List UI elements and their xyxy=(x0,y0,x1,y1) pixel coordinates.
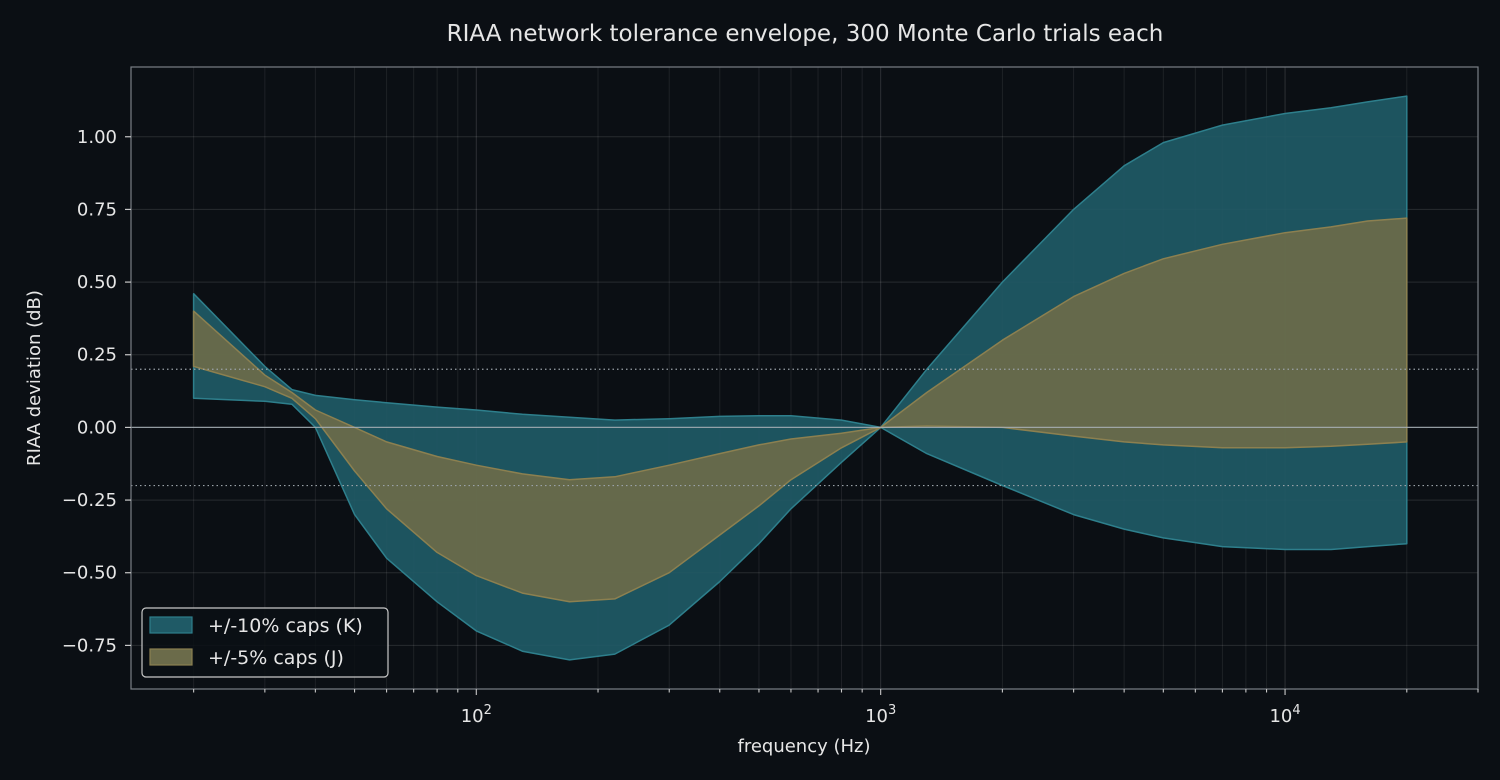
y-tick-label: −0.25 xyxy=(62,490,117,511)
y-tick-label: 1.00 xyxy=(77,127,117,148)
axes-frame xyxy=(130,66,1479,690)
y-tick-label: 0.75 xyxy=(77,199,117,220)
x-axis-ticks: 102 103 104 xyxy=(193,689,1479,727)
y-axis-ticks: 1.00 0.75 0.50 0.25 0.00 −0.25 −0.50 −0.75 xyxy=(62,127,131,656)
y-tick-label: 0.00 xyxy=(77,417,117,438)
legend-swatch-k xyxy=(149,616,193,634)
x-axis-label: frequency (Hz) xyxy=(737,736,870,757)
x-tick-label: 102 xyxy=(461,703,492,727)
x-tick-label: 103 xyxy=(865,703,896,727)
y-tick-label: −0.50 xyxy=(62,563,117,584)
legend-label-j: +/-5% caps (J) xyxy=(208,647,344,669)
y-tick-label: 0.25 xyxy=(77,345,117,366)
x-tick-label: 104 xyxy=(1269,703,1300,727)
y-axis-label: RIAA deviation (dB) xyxy=(24,290,45,466)
y-tick-label: −0.75 xyxy=(62,635,117,656)
legend-box xyxy=(141,607,389,678)
plot-area xyxy=(192,95,1408,661)
legend-swatch-j xyxy=(149,648,193,666)
chart-title: RIAA network tolerance envelope, 300 Mon… xyxy=(447,21,1164,47)
reference-lines xyxy=(131,368,1478,487)
legend-label-k: +/-10% caps (K) xyxy=(208,615,363,637)
envelope-5pct-j xyxy=(192,217,1408,603)
y-tick-label: 0.50 xyxy=(77,272,117,293)
legend: +/-10% caps (K) +/-5% caps (J) xyxy=(141,607,389,678)
